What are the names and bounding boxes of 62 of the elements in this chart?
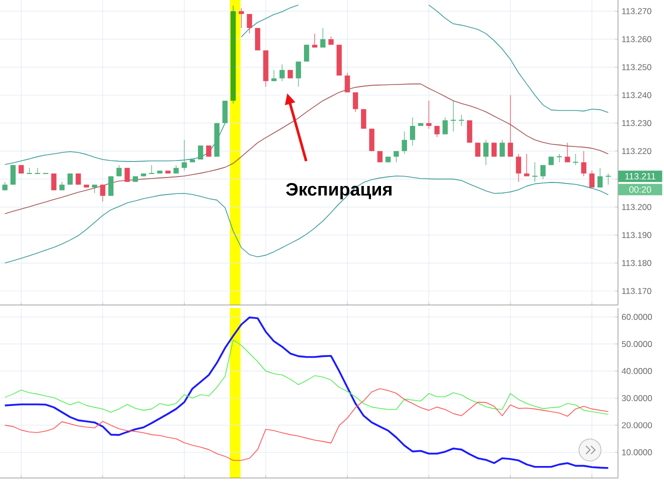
candlestick (34, 168, 41, 174)
text: 113.211 (625, 173, 656, 180)
y-tick-label: 113.190 (622, 232, 652, 238)
candlestick (100, 184, 106, 202)
y-tick-label: 113.220 (622, 148, 652, 154)
candlestick (508, 94, 513, 157)
y-tick-label: 113.200 (622, 204, 652, 210)
candlestick (442, 117, 448, 135)
candlestick (491, 142, 497, 157)
y-tick-label: 113.250 (622, 64, 652, 70)
candlestick (524, 154, 530, 177)
candlestick (581, 150, 586, 177)
candlestick (312, 33, 318, 48)
y-tick-label: 50.0000 (622, 340, 652, 347)
candlestick (361, 108, 366, 130)
candlestick (377, 150, 383, 163)
y-tick-label: 20.0000 (622, 422, 652, 428)
candlestick (182, 140, 187, 171)
candlestick (516, 154, 522, 182)
candlestick (589, 170, 595, 188)
y-tick-label: 113.240 (622, 92, 652, 98)
y-tick-label: 60.0000 (622, 314, 652, 320)
candlestick (394, 150, 399, 163)
candlestick (597, 168, 603, 188)
candlestick (320, 28, 326, 48)
candlestick (572, 154, 579, 166)
candlestick (108, 176, 114, 196)
y-tick-label: 113.260 (622, 36, 652, 42)
candlestick (352, 92, 358, 112)
candlestick (426, 100, 432, 130)
candlestick (296, 61, 302, 88)
candlestick (450, 100, 456, 132)
candlestick (116, 164, 122, 177)
y-tick-label: 10.0000 (622, 449, 652, 456)
candlestick (500, 140, 505, 157)
candlestick (222, 100, 228, 124)
candlestick (10, 164, 16, 185)
candlestick (51, 173, 56, 191)
candlestick (475, 142, 480, 157)
candlestick (483, 140, 489, 166)
y-tick-label: 113.270 (622, 8, 652, 14)
y-tick-label: 40.0000 (622, 368, 652, 374)
candlestick (238, 8, 244, 28)
candlestick (564, 142, 570, 163)
candlestick (605, 173, 612, 185)
y-tick-label: 113.170 (622, 288, 652, 294)
candlestick (124, 168, 130, 182)
candlestick (198, 145, 204, 160)
candlestick (369, 128, 374, 152)
candlestick (532, 162, 538, 182)
candlestick (410, 117, 416, 146)
candlestick (344, 72, 350, 93)
candlestick (402, 131, 407, 154)
candlestick (540, 164, 546, 180)
y-tick-label: 30.0000 (622, 395, 652, 402)
y-tick-label: 113.180 (622, 260, 652, 266)
candlestick (246, 14, 252, 34)
candlestick (255, 28, 260, 51)
candlestick (279, 64, 285, 82)
text: 00:20 (629, 186, 652, 193)
y-tick-label: 113.230 (622, 120, 652, 126)
candlestick (458, 114, 465, 126)
